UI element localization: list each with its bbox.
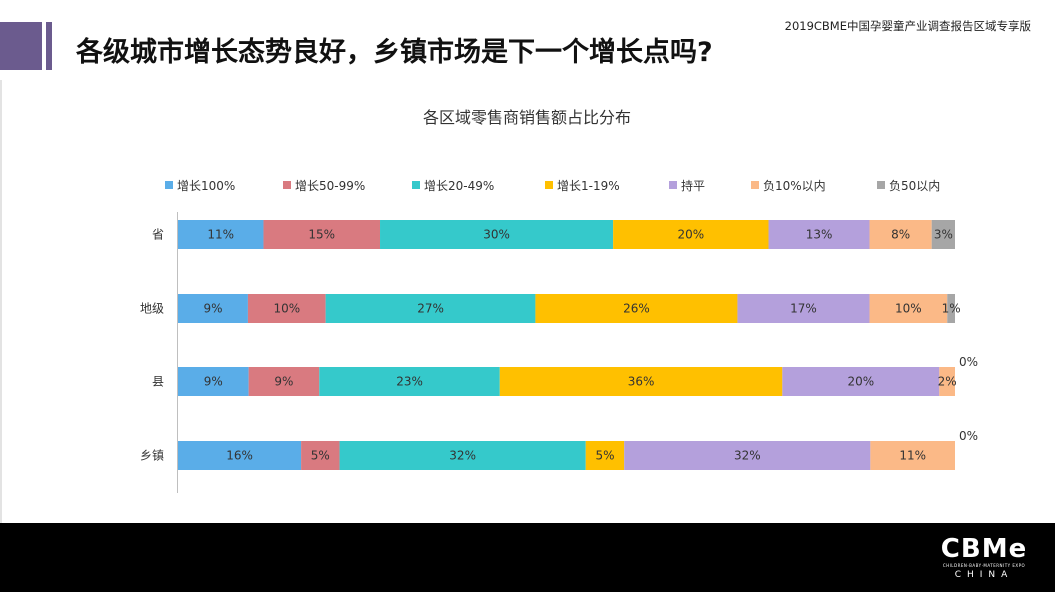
legend-item: 持平 (669, 178, 705, 193)
data-label: 11% (899, 449, 926, 463)
bar-segment (737, 294, 870, 323)
data-label: 11% (207, 228, 234, 242)
bar-segment (624, 441, 871, 470)
bar-segment (869, 220, 932, 249)
logo-wordmark: CBMe (940, 534, 1028, 564)
data-label: 32% (734, 449, 761, 463)
title-accent-stripe (46, 22, 52, 70)
bar-row: 县 9% 9% 23% 36% 20% 2%0% (152, 355, 978, 396)
bar-segment (380, 220, 614, 249)
bar-segment (263, 220, 381, 249)
bar-segment (248, 367, 320, 396)
data-label: 32% (449, 449, 476, 463)
legend-label: 负50以内 (889, 179, 940, 193)
data-label: 20% (677, 228, 704, 242)
legend-label: 持平 (681, 178, 705, 193)
legend-item: 负50以内 (877, 179, 940, 193)
legend-swatch (877, 181, 885, 189)
bar-segment (178, 294, 248, 323)
left-divider (0, 80, 2, 525)
data-label: 17% (790, 302, 817, 316)
chart-title: 各区域零售商销售额占比分布 (423, 108, 631, 127)
legend-item: 增长1-19% (545, 179, 620, 193)
legend-swatch (412, 181, 420, 189)
data-label: 20% (847, 375, 874, 389)
bar-segment (869, 294, 948, 323)
legend-item: 增长100% (165, 179, 235, 193)
bar-segment (768, 220, 870, 249)
bar-segment (947, 294, 955, 323)
bar-segment (499, 367, 783, 396)
cbme-logo: CBMe CHILDREN·BABY·MATERNITY EXPO CHINA (939, 536, 1029, 581)
footer-band: CBMe CHILDREN·BABY·MATERNITY EXPO CHINA (0, 523, 1055, 592)
bar-segment (247, 294, 326, 323)
data-label: 8% (891, 228, 910, 242)
legend-label: 增长1-19% (557, 179, 620, 193)
legend-swatch (283, 181, 291, 189)
legend-item: 增长50-99% (283, 179, 365, 193)
data-label: 13% (806, 228, 833, 242)
legend-swatch (165, 181, 173, 189)
logo-china: CHINA (954, 570, 1014, 580)
chart-legend: 增长100% 增长50-99% 增长20-49% 增长1-19% 持平 负10%以内 负50… (165, 178, 940, 193)
data-label: 30% (483, 228, 510, 242)
legend-label: 增长50-99% (295, 179, 365, 193)
stacked-bar-chart: 各区域零售商销售额占比分布 增长100% 增长50-99% 增长20-49% 增长1-… (140, 108, 978, 493)
data-label: 0% (959, 355, 978, 369)
category-label: 省 (152, 228, 164, 242)
title-accent-block (0, 22, 42, 70)
bar-segment (178, 367, 249, 396)
data-label: 10% (895, 302, 922, 316)
bar-segment (613, 220, 769, 249)
data-label: 3% (934, 228, 953, 242)
data-label: 15% (308, 228, 335, 242)
bar-segment (870, 441, 955, 470)
bar-segment (325, 294, 536, 323)
bar-segment (585, 441, 625, 470)
data-label: 5% (595, 449, 614, 463)
legend-swatch (751, 181, 759, 189)
category-label: 乡镇 (140, 449, 164, 463)
bar-segment (178, 441, 302, 470)
data-label: 10% (273, 302, 300, 316)
data-label: 16% (226, 449, 253, 463)
category-label: 县 (152, 375, 164, 389)
bar-row: 省 11% 15% 30% 20% 13% 8% 3% (152, 220, 955, 249)
bar-segment (535, 294, 738, 323)
bar-segment (301, 441, 340, 470)
bar-row: 乡镇 16% 5% 32% 5% 32% 11% 0% (140, 429, 978, 470)
legend-swatch (545, 181, 553, 189)
legend-item: 负10%以内 (751, 179, 826, 193)
data-label: 9% (274, 375, 293, 389)
data-label: 27% (417, 302, 444, 316)
bar-row: 地级 9% 10% 27% 26% 17% 10% 1% (140, 294, 961, 323)
data-label: 5% (311, 449, 330, 463)
legend-swatch (669, 181, 677, 189)
legend-item: 增长20-49% (412, 179, 494, 193)
bar-segment (319, 367, 500, 396)
bar-segment (178, 220, 264, 249)
data-label: 1% (942, 302, 961, 316)
data-label: 9% (203, 302, 222, 316)
data-label: 36% (628, 375, 655, 389)
bar-segment (782, 367, 940, 396)
data-label: 0% (959, 429, 978, 443)
data-label: 23% (396, 375, 423, 389)
legend-label: 增长20-49% (424, 179, 494, 193)
logo-subtext: CHILDREN·BABY·MATERNITY EXPO (942, 563, 1026, 568)
bar-group: 省 11% 15% 30% 20% 13% 8% 3% 地级 9% 10% 27% 26% 17% 10% 1… (140, 220, 978, 470)
bar-segment (939, 367, 955, 396)
page-title: 各级城市增长态势良好，乡镇市场是下一个增长点吗? (76, 37, 713, 68)
bar-segment (931, 220, 955, 249)
data-label: 9% (204, 375, 223, 389)
bar-segment (339, 441, 586, 470)
data-label: 26% (623, 302, 650, 316)
category-label: 地级 (140, 302, 164, 316)
legend-label: 负10%以内 (763, 179, 826, 193)
report-tag: 2019CBME中国孕婴童产业调查报告区域专享版 (784, 19, 1031, 33)
legend-label: 增长100% (177, 179, 235, 193)
data-label: 2% (938, 375, 957, 389)
